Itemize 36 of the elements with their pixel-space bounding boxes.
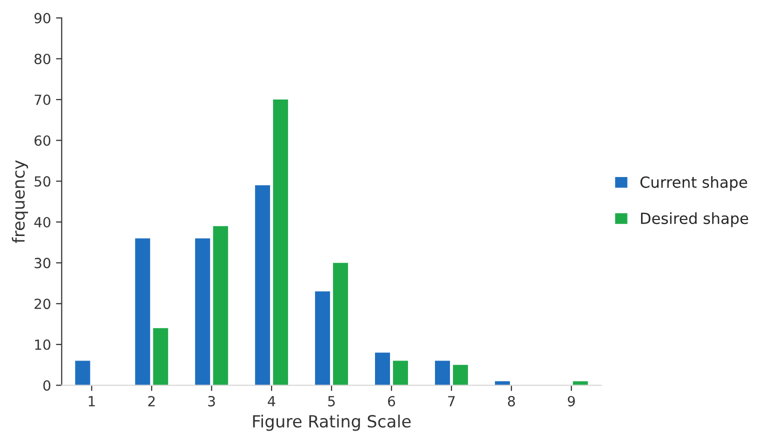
y-axis-title: frequency [12,160,28,244]
bar [255,185,270,386]
y-tick-label: 90 [34,12,50,24]
bar [452,364,468,386]
bar [392,360,408,386]
y-tick-label: 60 [34,135,50,146]
bar [213,226,228,386]
y-tick-label: 10 [35,339,50,350]
bar [195,238,210,386]
y-tick-label: 40 [34,216,50,228]
x-tick-label: 3 [208,396,215,406]
bar [153,328,168,386]
x-tick-label: 4 [268,396,276,406]
y-tick-label: 50 [34,176,50,187]
x-tick-label: 9 [568,396,575,406]
x-tick-label: 8 [508,396,515,406]
bar [333,262,348,386]
y-tick-label: 70 [34,94,50,106]
legend-label: Current shape [640,176,748,191]
y-tick-label: 0 [43,380,50,391]
bar [315,291,330,386]
y-tick-label: 20 [34,298,50,310]
bar [434,360,450,386]
y-tick-label: 80 [34,54,50,64]
y-tick-label: 30 [34,258,50,268]
x-tick-label: 6 [388,396,396,406]
bar [273,100,288,386]
x-tick-label: 1 [88,396,95,406]
legend-label: Desired shape [641,212,748,228]
x-tick-label: 7 [448,396,455,406]
bar [135,238,150,386]
x-tick-label: 5 [328,396,335,406]
bar [375,352,390,386]
x-axis-title: Figure Rating Scale [253,414,411,431]
x-tick-label: 2 [148,396,155,406]
bar [75,360,90,386]
